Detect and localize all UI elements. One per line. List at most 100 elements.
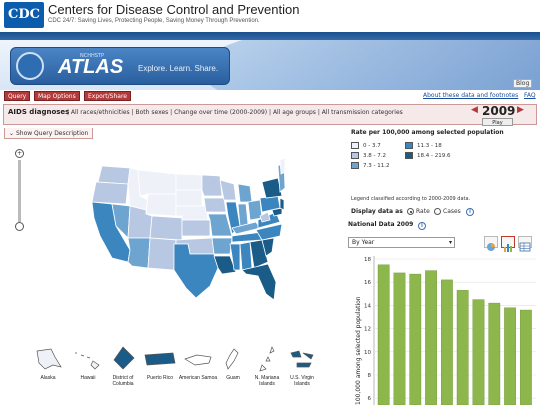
- by-year-select[interactable]: By Year ▾: [348, 237, 455, 248]
- state-sd[interactable]: [175, 189, 203, 207]
- legend-label: 3.8 - 7.2: [363, 153, 386, 159]
- chart-bar[interactable]: [440, 279, 453, 405]
- virgin-islands-shape-icon: [290, 350, 314, 368]
- chart-y-axis-label: 100,000 among selected population: [355, 296, 362, 405]
- table-icon: [519, 242, 531, 252]
- state-co[interactable]: [149, 215, 183, 241]
- chart-y-tick-label: 6: [368, 396, 372, 402]
- state-mi[interactable]: [237, 183, 253, 203]
- us-map[interactable]: [90, 158, 285, 308]
- state-nj[interactable]: [279, 197, 285, 211]
- info-icon[interactable]: i: [418, 222, 426, 230]
- state-la[interactable]: [213, 255, 237, 275]
- territory-label: American Samoa: [178, 375, 218, 381]
- territory-hawaii[interactable]: Hawaii: [70, 345, 106, 400]
- state-al[interactable]: [239, 241, 253, 271]
- rate-radio[interactable]: [407, 208, 414, 215]
- chart-bar[interactable]: [393, 272, 406, 405]
- bar-chart-view-button[interactable]: [501, 236, 515, 252]
- state-sc[interactable]: [261, 237, 275, 257]
- legend-item: 3.8 - 7.2: [351, 152, 386, 160]
- pie-chart-view-button[interactable]: [484, 236, 498, 251]
- legend-swatch: [405, 152, 413, 159]
- state-md[interactable]: [271, 207, 283, 217]
- territory-puerto-rico[interactable]: Puerto Rico: [142, 345, 178, 400]
- guam-shape-icon: [225, 348, 239, 370]
- american-samoa-shape-icon: [184, 354, 212, 366]
- alaska-shape-icon: [36, 348, 62, 370]
- site-title: Centers for Disease Control and Preventi…: [48, 2, 300, 17]
- chart-y-tick-label: 10: [364, 350, 371, 356]
- chart-y-tick-label: 8: [368, 373, 372, 379]
- state-ia[interactable]: [203, 197, 227, 213]
- state-mn[interactable]: [201, 174, 223, 197]
- next-year-arrow-icon[interactable]: ▶: [517, 105, 524, 115]
- state-wy[interactable]: [145, 193, 177, 217]
- territory-guam[interactable]: Guam: [218, 345, 248, 400]
- chart-bar[interactable]: [425, 270, 437, 405]
- chart-y-tick-label: 14: [364, 303, 371, 309]
- chart-bar[interactable]: [472, 299, 485, 405]
- state-nc[interactable]: [255, 223, 283, 241]
- dc-shape-icon: [113, 346, 135, 370]
- state-wa[interactable]: [97, 165, 131, 185]
- display-data-label: Display data as: [351, 208, 403, 215]
- legend-item: 11.3 - 18: [405, 142, 442, 150]
- territory-american-samoa[interactable]: American Samoa: [178, 345, 218, 400]
- bar-chart-icon: [504, 244, 512, 252]
- territory-dc[interactable]: District of Columbia: [104, 345, 142, 400]
- previous-year-arrow-icon[interactable]: ◀: [471, 105, 478, 115]
- chevron-down-icon: ▾: [448, 239, 452, 246]
- state-ny[interactable]: [261, 177, 283, 199]
- state-ks[interactable]: [181, 219, 211, 237]
- state-ms[interactable]: [229, 243, 241, 271]
- legend-item: 18.4 - 219.6: [405, 152, 450, 160]
- territory-n-mariana-islands[interactable]: N. Mariana Islands: [248, 345, 286, 400]
- legend-title: Rate per 100,000 among selected populati…: [351, 129, 504, 136]
- show-query-description-toggle[interactable]: ⌄ Show Query Description: [4, 128, 94, 139]
- state-in[interactable]: [237, 203, 249, 227]
- territory-label: Puerto Rico: [146, 375, 174, 381]
- territory-alaska[interactable]: Alaska: [28, 345, 68, 400]
- cases-radio[interactable]: [434, 208, 441, 215]
- show-query-label: Show Query Description: [15, 130, 89, 137]
- state-mt[interactable]: [137, 169, 177, 197]
- info-icon[interactable]: i: [466, 208, 474, 216]
- state-fl[interactable]: [241, 263, 277, 301]
- chart-bar[interactable]: [504, 307, 516, 405]
- state-or[interactable]: [91, 181, 129, 205]
- state-mo[interactable]: [207, 213, 233, 237]
- state-nd[interactable]: [175, 173, 203, 191]
- territory-us-virgin-islands[interactable]: U.S. Virgin Islands: [284, 345, 320, 400]
- chart-bar[interactable]: [519, 309, 532, 405]
- chart-bar[interactable]: [488, 302, 501, 405]
- chart-bar[interactable]: [409, 273, 422, 405]
- blog-button[interactable]: Blog: [513, 79, 533, 88]
- state-nm[interactable]: [147, 237, 177, 271]
- pan-control-icon[interactable]: +: [15, 149, 24, 158]
- play-button[interactable]: Play: [482, 118, 513, 126]
- pie-chart-icon: [487, 243, 495, 251]
- legend-label: 7.3 - 11.2: [363, 163, 390, 169]
- legend-label: 11.3 - 18: [417, 143, 442, 149]
- table-view-button[interactable]: [518, 236, 532, 252]
- cdc-logo[interactable]: CDC: [4, 2, 44, 28]
- state-az[interactable]: [127, 237, 151, 269]
- state-me[interactable]: [279, 158, 285, 175]
- state-oh[interactable]: [247, 199, 263, 221]
- mariana-islands-shape-icon: [259, 346, 275, 372]
- export-share-tab[interactable]: Export/Share: [84, 91, 131, 101]
- chart-bar[interactable]: [377, 264, 390, 405]
- query-tab[interactable]: Query: [4, 91, 31, 101]
- state-wi[interactable]: [219, 179, 237, 201]
- chart-bar[interactable]: [456, 290, 469, 405]
- about-data-link[interactable]: About these data and footnotes: [423, 92, 519, 99]
- state-ar[interactable]: [211, 237, 233, 255]
- state-tx[interactable]: [173, 243, 219, 299]
- faq-link[interactable]: FAQ: [524, 92, 536, 99]
- state-ky[interactable]: [231, 221, 261, 235]
- map-options-tab[interactable]: Map Options: [34, 91, 80, 101]
- state-wv[interactable]: [259, 211, 271, 223]
- zoom-slider-track[interactable]: [18, 160, 21, 222]
- zoom-slider-handle[interactable]: [15, 222, 24, 231]
